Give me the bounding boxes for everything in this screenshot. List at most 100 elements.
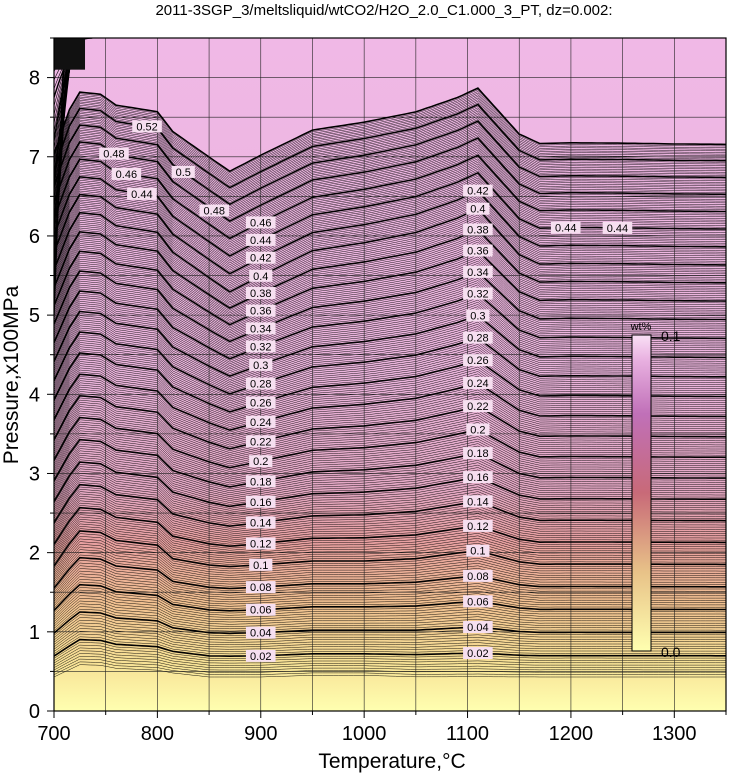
contour-label-text: 0.3 <box>253 360 268 372</box>
contour-label: 0.22 <box>245 435 276 448</box>
contour-label-bg <box>245 251 276 264</box>
minor-contour-line <box>54 491 726 533</box>
colorbar-gradient <box>631 334 652 652</box>
contour-label: 0.28 <box>463 331 493 345</box>
contour-label-text: 0.18 <box>250 476 271 488</box>
contour-label-text: 0.26 <box>467 355 488 367</box>
major-contour-line <box>54 331 726 395</box>
minor-contour-line <box>54 319 726 384</box>
contour-label-text: 0.4 <box>470 204 485 216</box>
contour-label-bg <box>463 495 493 508</box>
minor-contour-line <box>54 536 726 572</box>
contour-label-text: 0.04 <box>250 628 271 640</box>
major-contour-lines <box>54 87 726 658</box>
minor-contour-line <box>54 443 726 492</box>
minor-contour-line <box>54 89 726 174</box>
minor-contour-line <box>54 110 726 195</box>
minor-contour-line <box>54 197 726 282</box>
y-tick-label: 2 <box>29 543 40 565</box>
contour-label: 0.32 <box>245 340 276 353</box>
minor-contour-line <box>54 544 726 578</box>
minor-contour-line <box>54 587 726 614</box>
contour-label: 0.1 <box>249 558 273 572</box>
contour-label: 0.18 <box>463 447 493 460</box>
contour-label: 0.36 <box>463 244 493 258</box>
minor-contour-line <box>54 151 726 236</box>
minor-contour-line <box>54 129 726 213</box>
minor-contour-line <box>54 617 726 639</box>
contour-label: 0.02 <box>245 649 276 663</box>
contour-label: 0.18 <box>245 475 276 488</box>
minor-contour-line <box>54 268 726 341</box>
contour-label-text: 0.44 <box>131 189 152 201</box>
minor-contour-line <box>54 552 726 585</box>
contour-label-text: 0.06 <box>467 596 488 608</box>
minor-contour-line <box>54 284 726 354</box>
contour-label-text: 0.24 <box>467 378 488 390</box>
contour-label-text: 0.28 <box>250 379 271 391</box>
major-contour-line <box>54 352 726 413</box>
minor-contour-line <box>54 136 726 220</box>
minor-contour-line <box>54 482 726 525</box>
minor-contour-line <box>54 280 726 351</box>
contour-label-bg <box>111 167 142 180</box>
minor-contour-line <box>54 419 726 470</box>
minor-contour-line <box>54 239 726 317</box>
minor-contour-line <box>54 650 726 666</box>
contour-label-text: 0.2 <box>470 424 485 436</box>
contour-label: 0.36 <box>245 304 276 318</box>
contour-label: 0.42 <box>245 251 276 265</box>
contour-label-bg <box>466 202 490 215</box>
minor-contour-line <box>54 112 726 197</box>
contour-label: 0.28 <box>245 377 276 391</box>
minor-contour-line <box>54 625 726 645</box>
contour-label-bg <box>249 358 273 371</box>
contour-label-bg <box>245 537 276 550</box>
contour-label: 0.12 <box>245 537 276 550</box>
y-tick-label: 1 <box>29 622 40 644</box>
minor-contour-line <box>54 282 726 353</box>
minor-contour-line <box>54 452 726 499</box>
y-tick-label: 7 <box>29 147 40 169</box>
minor-contour-line <box>54 146 726 231</box>
minor-contour-line <box>54 272 726 344</box>
minor-contour-line <box>54 653 726 668</box>
minor-contour-line <box>54 549 726 583</box>
contour-label-bg <box>245 340 276 353</box>
minor-contour-line <box>54 399 726 453</box>
minor-contour-line <box>54 99 726 183</box>
minor-contour-line <box>54 579 726 607</box>
minor-contour-line <box>54 252 726 327</box>
contour-label: 0.1 <box>466 544 490 558</box>
contour-label-bg <box>463 184 493 197</box>
contour-label-bg <box>245 435 276 448</box>
contour-label-text: 0.52 <box>136 121 157 133</box>
minor-contour-line <box>54 636 726 655</box>
contour-label: 0.24 <box>463 376 493 390</box>
contour-label: 0.5 <box>171 165 195 179</box>
contour-label-bg <box>245 475 276 488</box>
minor-contour-line <box>54 389 726 444</box>
minor-contour-line <box>54 117 726 202</box>
minor-contour-line <box>54 119 726 203</box>
minor-contour-line <box>54 365 726 424</box>
minor-contour-line <box>54 500 726 541</box>
contour-label-bg <box>199 204 230 217</box>
minor-contour-line <box>54 505 726 545</box>
contour-label-bg <box>463 595 493 608</box>
minor-contour-line <box>54 346 726 407</box>
contour-label: 0.42 <box>463 184 493 198</box>
contour-label-text: 0.44 <box>555 223 576 235</box>
major-contour-line <box>54 120 726 206</box>
minor-contour-line <box>54 378 726 435</box>
minor-contour-line <box>54 350 726 411</box>
minor-contour-line <box>54 233 726 312</box>
major-contour-line <box>54 103 726 189</box>
contour-label-text: 0.22 <box>467 401 488 413</box>
minor-contour-line <box>54 430 726 480</box>
minor-contour-line <box>54 432 726 482</box>
minor-contour-line <box>54 315 726 380</box>
minor-contour-line <box>54 92 726 177</box>
minor-contour-line <box>54 235 726 314</box>
minor-contour-line <box>54 340 726 402</box>
